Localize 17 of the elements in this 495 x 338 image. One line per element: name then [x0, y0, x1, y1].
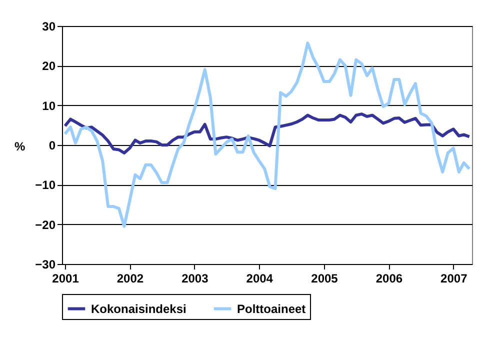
- x-tick-label: 2004: [246, 272, 274, 286]
- y-axis-title: %: [14, 140, 26, 154]
- y-tick-label: 0: [48, 138, 56, 152]
- x-tick-label: 2002: [116, 272, 144, 286]
- x-tick-label: 2007: [440, 272, 468, 286]
- legend-label: Kokonaisindeksi: [91, 302, 186, 316]
- x-tick-label: 2001: [52, 272, 80, 286]
- y-tick-label: 30: [42, 20, 56, 34]
- y-tick-label: 10: [42, 98, 56, 113]
- y-tick-label: 20: [42, 59, 56, 74]
- x-tick-label: 2006: [376, 272, 403, 286]
- x-tick-label: 2003: [182, 272, 209, 286]
- y-tick-label: −30: [35, 258, 56, 272]
- y-tick-label: −10: [35, 178, 56, 192]
- x-tick-label: 2005: [311, 272, 338, 286]
- legend-label: Polttoaineet: [237, 302, 306, 316]
- y-tick-label: −20: [35, 218, 56, 232]
